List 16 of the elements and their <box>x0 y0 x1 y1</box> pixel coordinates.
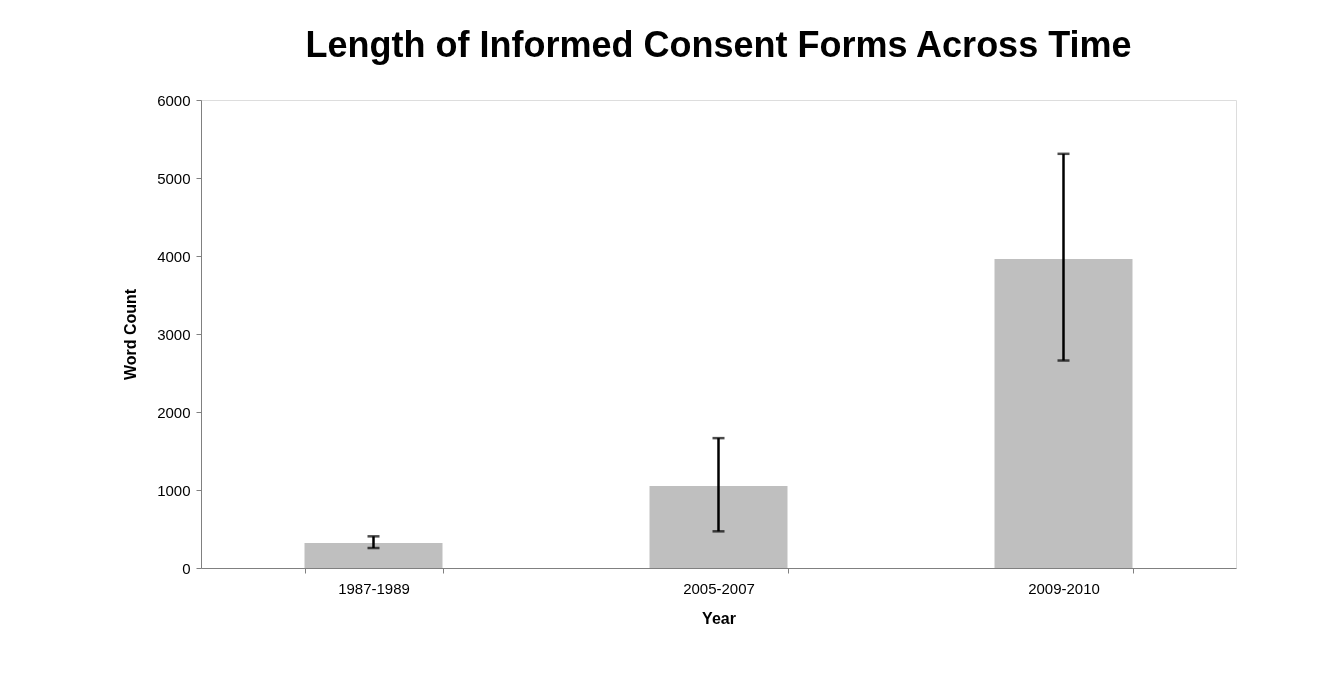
y-tick-label: 6000 <box>157 91 191 109</box>
y-tick-label: 5000 <box>157 169 191 187</box>
y-tick-label: 2000 <box>157 403 191 421</box>
x-tick-label: 2005-2007 <box>683 579 755 597</box>
bar <box>304 543 443 568</box>
x-axis-title: Year <box>702 609 736 627</box>
bar <box>649 486 788 568</box>
y-tick-label: 1000 <box>157 481 191 499</box>
x-tick-label: 1987-1989 <box>338 579 410 597</box>
x-tick-label: 2009-2010 <box>1028 579 1100 597</box>
y-tick-label: 0 <box>182 559 191 577</box>
bar <box>994 259 1133 568</box>
y-tick-label: 3000 <box>157 325 191 343</box>
chart-title: Length of Informed Consent Forms Across Time <box>305 24 1132 65</box>
y-tick-label: 4000 <box>157 247 191 265</box>
y-axis-title: Word Count <box>122 288 140 381</box>
